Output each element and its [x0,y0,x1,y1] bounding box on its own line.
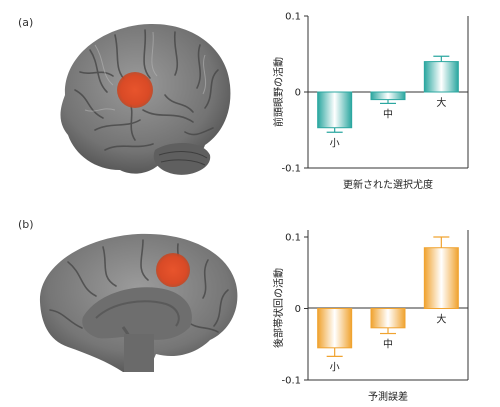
x-axis-label: 予測誤差 [368,390,408,403]
bar [423,247,459,310]
y-tick-label: 0 [295,88,301,99]
category-label: 小 [330,137,340,149]
bar [370,308,406,329]
panel-label-a: (a) [18,16,34,29]
y-axis-label: 後部帯状回の活動 [272,268,285,348]
pcc-activation-spot [156,253,190,287]
category-label: 中 [383,107,393,120]
category-label: 大 [436,96,446,109]
brain-lateral-image [60,23,231,175]
chart-pcc-activity: 後部帯状回の活動 予測誤差 0.1 0 -0.1 小 中 大 [272,230,469,403]
bar [317,308,353,349]
y-tick-label: 0.1 [285,233,301,244]
y-tick-label: -0.1 [281,376,301,387]
brain-medial-image [39,233,238,372]
bar [317,91,353,129]
category-label: 中 [383,338,393,351]
category-label: 小 [330,361,340,373]
panel-label-b: (b) [18,218,34,231]
y-axis-label: 前頭眼野の活動 [272,57,285,127]
bar [423,61,459,93]
category-label: 大 [436,313,446,326]
y-tick-label: 0.1 [285,12,301,23]
y-tick-label: 0 [295,304,301,315]
chart-fef-activity: 前頭眼野の活動 更新された選択尤度 0.1 0 -0.1 小 中 大 [272,12,469,191]
y-tick-label: -0.1 [281,164,301,175]
x-axis-label: 更新された選択尤度 [343,178,433,191]
bar [370,91,406,101]
fef-activation-spot [117,72,153,108]
